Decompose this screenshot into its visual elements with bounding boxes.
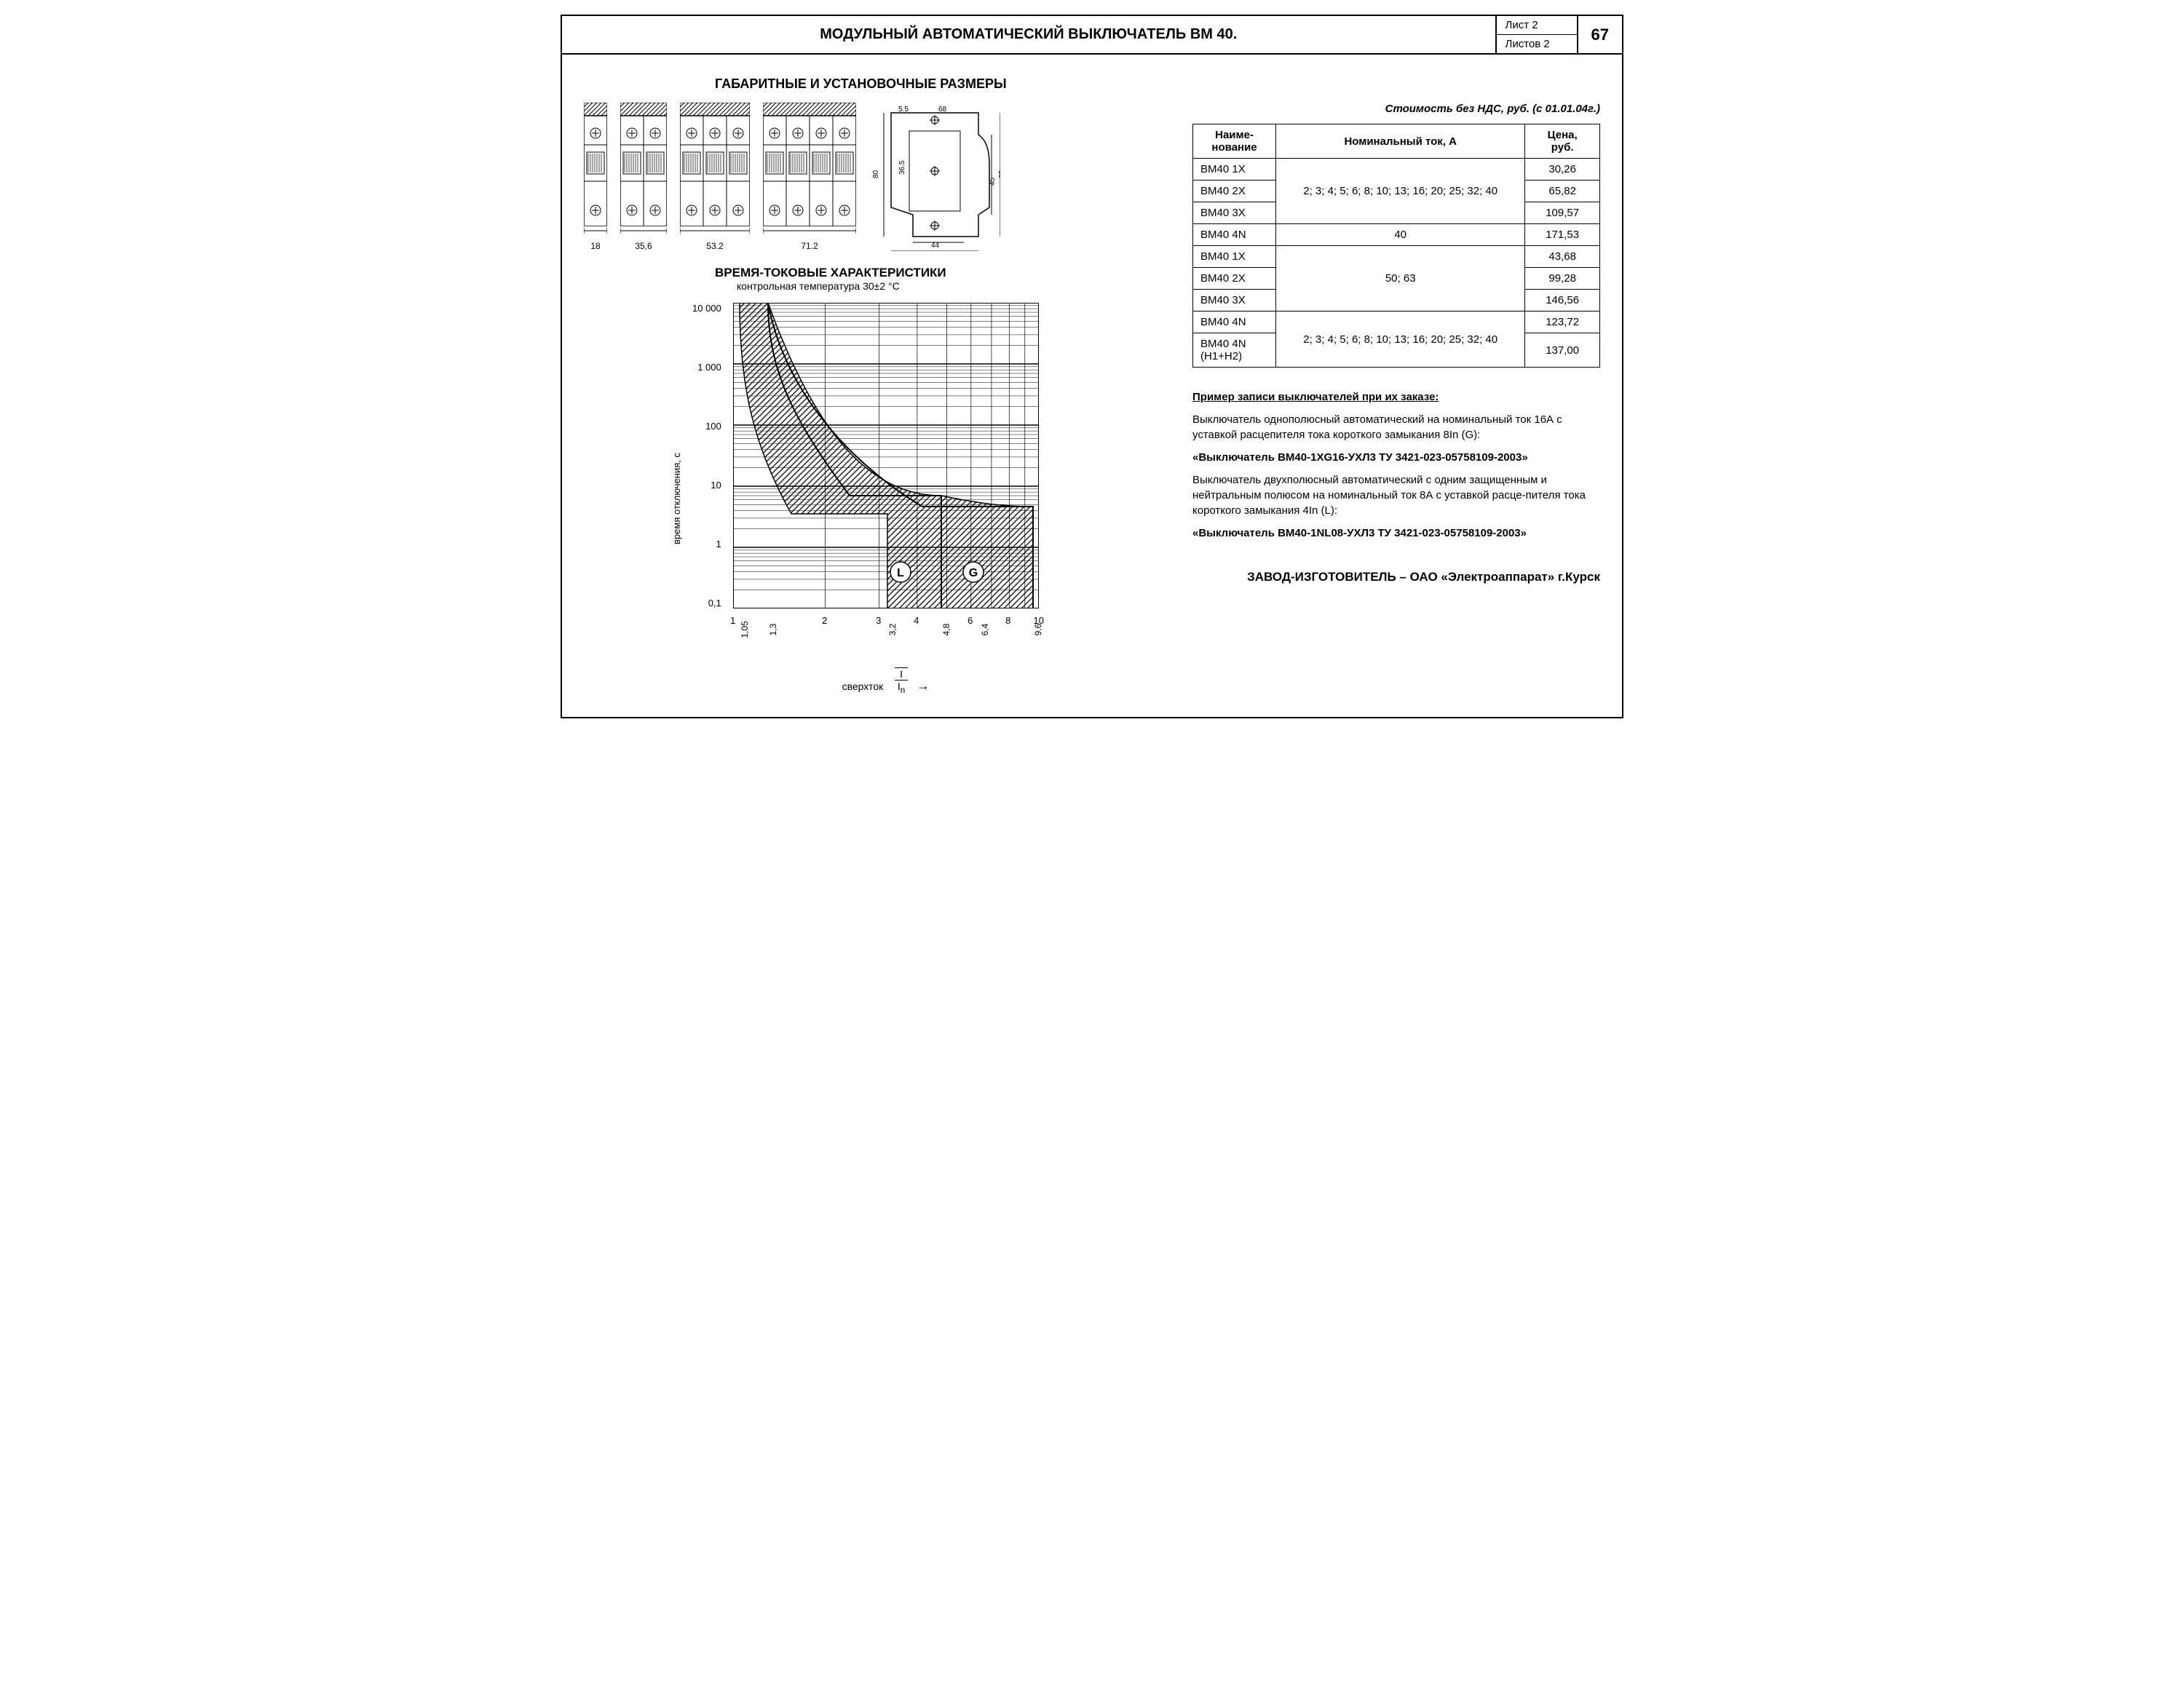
y-tick: 1 000 <box>692 362 721 373</box>
x-tick: 6 <box>968 615 973 626</box>
cell-price: 30,26 <box>1525 159 1600 180</box>
device-front-1p: 18 <box>584 103 607 251</box>
x-ticks-major: 12346810 <box>733 615 1039 628</box>
cell-price: 137,00 <box>1525 333 1600 368</box>
cell-current: 50; 63 <box>1276 246 1525 312</box>
cell-price: 109,57 <box>1525 202 1600 224</box>
dimension-drawings: 1835,653.271.25.5688036.545824460 ВРЕМЯ-… <box>584 103 1171 695</box>
y-tick: 1 <box>692 539 721 550</box>
x-label-text: сверхток <box>842 681 884 692</box>
svg-text:68: 68 <box>938 106 947 114</box>
x-tick-minor: 1,05 <box>740 621 750 638</box>
x-tick: 2 <box>822 615 827 626</box>
cell-name: ВМ40 4N <box>1193 224 1276 246</box>
th-current: Номинальный ток, А <box>1276 124 1525 159</box>
price-table: Наиме- нование Номинальный ток, А Цена, … <box>1192 124 1600 368</box>
svg-text:44: 44 <box>931 242 940 250</box>
width-label: 18 <box>584 241 607 251</box>
price-row: ВМ40 4N2; 3; 4; 5; 6; 8; 10; 13; 16; 20;… <box>1193 312 1600 333</box>
svg-text:L: L <box>897 567 904 579</box>
svg-text:45: 45 <box>989 177 997 186</box>
y-tick: 10 000 <box>692 303 721 314</box>
y-axis-label: время отключения, с <box>671 453 682 544</box>
cell-price: 65,82 <box>1525 180 1600 202</box>
x-tick-minor: 4,8 <box>941 624 951 636</box>
y-ticks: 10 000 1 000 100 10 1 0,1 <box>692 303 726 608</box>
price-note: Стоимость без НДС, руб. (с 01.01.04г.) <box>1192 103 1600 115</box>
y-tick: 0,1 <box>692 598 721 608</box>
svg-text:36.5: 36.5 <box>898 160 906 175</box>
svg-text:80: 80 <box>872 170 880 178</box>
x-tick-minor: 1,3 <box>768 624 778 636</box>
price-row: ВМ40 1Х2; 3; 4; 5; 6; 8; 10; 13; 16; 20;… <box>1193 159 1600 180</box>
x-tick-minor: 6,4 <box>980 624 990 636</box>
cell-name: ВМ40 1Х <box>1193 159 1276 180</box>
order-p2: Выключатель двухполюсный автоматический … <box>1192 472 1600 518</box>
x-tick-minor: 9,6 <box>1033 624 1043 636</box>
x-axis-label: сверхток I In → <box>733 667 1039 695</box>
device-side-view: 5.5688036.545824460 <box>869 106 1000 251</box>
cell-name: ВМ40 1Х <box>1193 246 1276 268</box>
th-name: Наиме- нование <box>1193 124 1276 159</box>
cell-current: 40 <box>1276 224 1525 246</box>
cell-price: 171,53 <box>1525 224 1600 246</box>
x-tick: 1 <box>730 615 735 626</box>
price-row: ВМ40 4N40171,53 <box>1193 224 1600 246</box>
width-label: 71.2 <box>763 241 856 251</box>
chart-plot: LG 12346810 1,051,33,24,86,49,6 сверхток… <box>733 303 1039 695</box>
sheets-label: Листов 2 <box>1497 35 1577 53</box>
y-tick: 10 <box>692 480 721 491</box>
x-tick-minor: 3,2 <box>887 624 898 636</box>
sheet-label: Лист 2 <box>1497 16 1577 35</box>
width-label: 53.2 <box>680 241 750 251</box>
svg-text:5.5: 5.5 <box>898 106 909 114</box>
th-price: Цена, руб. <box>1525 124 1600 159</box>
cell-price: 99,28 <box>1525 268 1600 290</box>
cell-name: ВМ40 4N (Н1+Н2) <box>1193 333 1276 368</box>
time-current-chart: ВРЕМЯ-ТОКОВЫЕ ХАРАКТЕРИСТИКИ контрольная… <box>584 266 1171 695</box>
page-header: МОДУЛЬНЫЙ АВТОМАТИЧЕСКИЙ ВЫКЛЮЧАТЕЛЬ ВМ … <box>562 16 1622 55</box>
cell-name: ВМ40 2Х <box>1193 180 1276 202</box>
device-front-4p: 71.2 <box>763 103 856 251</box>
cell-name: ВМ40 3Х <box>1193 290 1276 312</box>
price-row: ВМ40 1Х50; 6343,68 <box>1193 246 1600 268</box>
cell-price: 123,72 <box>1525 312 1600 333</box>
cell-name: ВМ40 4N <box>1193 312 1276 333</box>
datasheet-page: МОДУЛЬНЫЙ АВТОМАТИЧЕСКИЙ ВЫКЛЮЧАТЕЛЬ ВМ … <box>561 15 1623 718</box>
x-tick: 3 <box>876 615 881 626</box>
x-tick: 4 <box>914 615 919 626</box>
page-body: ГАБАРИТНЫЕ И УСТАНОВОЧНЫЕ РАЗМЕРЫ 1835,6… <box>562 55 1622 717</box>
manufacturer: ЗАВОД-ИЗГОТОВИТЕЛЬ – ОАО «Электроаппарат… <box>1192 570 1600 584</box>
price-column: Стоимость без НДС, руб. (с 01.01.04г.) Н… <box>1192 103 1600 584</box>
device-front-3p: 53.2 <box>680 103 750 251</box>
order-p1: Выключатель однополюсный автоматический … <box>1192 412 1600 443</box>
width-label: 35,6 <box>620 241 667 251</box>
y-tick: 100 <box>692 421 721 432</box>
chart-title: ВРЕМЯ-ТОКОВЫЕ ХАРАКТЕРИСТИКИ <box>715 266 1171 280</box>
cell-current: 2; 3; 4; 5; 6; 8; 10; 13; 16; 20; 25; 32… <box>1276 159 1525 224</box>
device-front-2p: 35,6 <box>620 103 667 251</box>
cell-current: 2; 3; 4; 5; 6; 8; 10; 13; 16; 20; 25; 32… <box>1276 312 1525 368</box>
cell-name: ВМ40 2Х <box>1193 268 1276 290</box>
svg-text:G: G <box>969 567 978 579</box>
order-code2: «Выключатель ВМ40-1NL08-УХЛ3 ТУ 3421-023… <box>1192 525 1600 541</box>
order-heading: Пример записи выключателей при их заказе… <box>1192 389 1600 405</box>
sheet-meta: Лист 2 Листов 2 <box>1495 16 1577 53</box>
cell-price: 43,68 <box>1525 246 1600 268</box>
order-example: Пример записи выключателей при их заказе… <box>1192 389 1600 541</box>
dimensions-title: ГАБАРИТНЫЕ И УСТАНОВОЧНЫЕ РАЗМЕРЫ <box>715 76 1600 92</box>
cell-price: 146,56 <box>1525 290 1600 312</box>
x-tick: 8 <box>1005 615 1010 626</box>
x-ticks-minor: 1,051,33,24,86,49,6 <box>733 630 1039 646</box>
cell-name: ВМ40 3Х <box>1193 202 1276 224</box>
chart-subtitle: контрольная температура 30±2 °С <box>737 280 1171 292</box>
doc-title: МОДУЛЬНЫЙ АВТОМАТИЧЕСКИЙ ВЫКЛЮЧАТЕЛЬ ВМ … <box>562 16 1495 53</box>
page-number: 67 <box>1577 16 1622 53</box>
order-code1: «Выключатель ВМ40-1ХG16-УХЛ3 ТУ 3421-023… <box>1192 450 1600 465</box>
